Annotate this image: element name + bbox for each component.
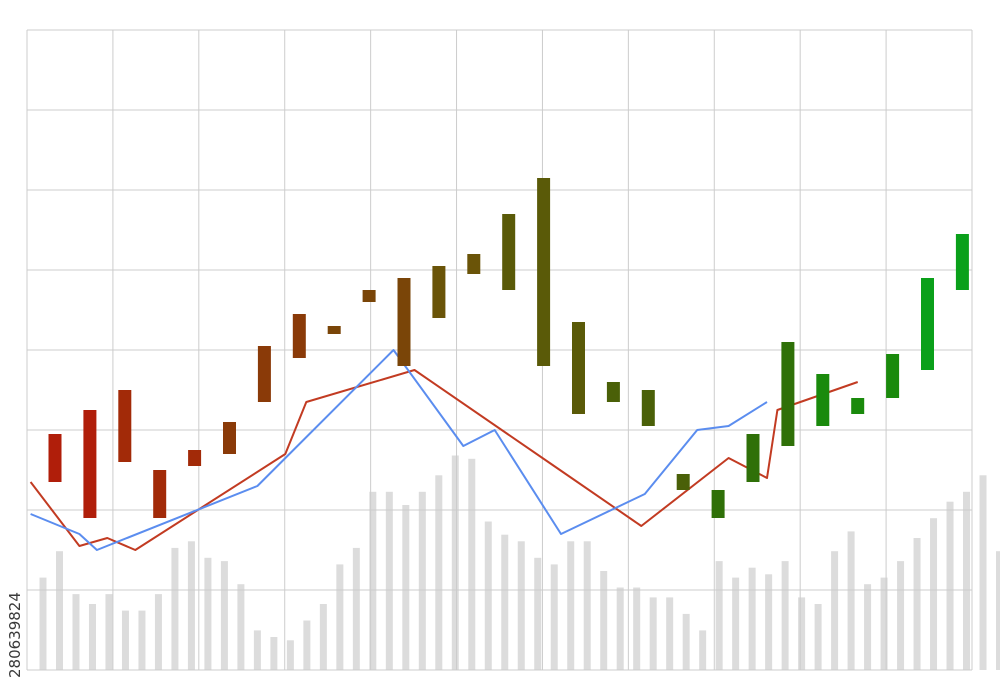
volume-bar <box>732 577 740 670</box>
volume-bar <box>451 455 459 670</box>
volume-bar <box>121 610 129 670</box>
volume-bar <box>600 571 608 670</box>
volume-bar <box>814 604 822 670</box>
volume-bar <box>682 613 690 670</box>
watermark-id: 280639824 <box>6 592 24 678</box>
candlestick <box>153 470 167 518</box>
volume-bar <box>633 587 641 670</box>
volume-bar <box>946 501 954 670</box>
candlestick <box>432 266 446 318</box>
candlestick <box>711 490 725 518</box>
volume-bars <box>39 455 1000 670</box>
volume-bar <box>72 594 80 670</box>
candlestick <box>223 422 236 454</box>
volume-bar <box>369 491 377 670</box>
volume-bar <box>105 594 113 670</box>
volume-bar <box>402 505 410 670</box>
candlestick <box>83 410 97 518</box>
candlestick <box>118 390 132 462</box>
volume-bar <box>963 491 971 670</box>
volume-bar <box>253 630 261 670</box>
volume-bar <box>204 557 212 670</box>
volume-bar <box>897 561 905 670</box>
volume-bar <box>336 564 344 670</box>
volume-bar <box>616 587 624 670</box>
candlestick <box>641 390 655 426</box>
series-line-1 <box>29 369 859 551</box>
volume-bar <box>583 541 591 670</box>
candlestick <box>327 326 341 334</box>
volume-bar <box>171 547 179 670</box>
volume-bar <box>55 551 63 670</box>
volume-bar <box>831 551 839 670</box>
volume-bar <box>847 531 855 670</box>
volume-bar <box>534 557 542 670</box>
volume-bar <box>484 521 492 670</box>
volume-bar <box>517 541 525 670</box>
candlestick <box>502 214 516 290</box>
moving-average-lines <box>29 349 859 551</box>
volume-bar <box>303 620 311 670</box>
candlestick <box>397 278 411 366</box>
volume-bar <box>385 491 393 670</box>
volume-bar <box>649 597 657 670</box>
volume-bar <box>781 561 789 670</box>
candlestick <box>48 434 62 482</box>
candlestick <box>292 314 306 358</box>
volume-bar <box>979 475 987 670</box>
candlestick <box>676 474 690 490</box>
grid <box>26 29 973 671</box>
volume-bar <box>39 577 47 670</box>
volume-bar <box>880 577 888 670</box>
volume-bar <box>930 518 938 670</box>
candlestick <box>851 398 865 414</box>
volume-bar <box>270 637 278 670</box>
volume-bar <box>138 610 146 670</box>
volume-bar <box>468 458 476 670</box>
candlestick <box>886 354 900 398</box>
volume-bar <box>715 561 723 670</box>
volume-bar <box>699 630 707 670</box>
candlestick <box>467 254 481 274</box>
volume-bar <box>996 551 1000 670</box>
volume-bar <box>501 534 509 670</box>
volume-bar <box>567 541 575 670</box>
volume-bar <box>88 604 96 670</box>
volume-bar <box>220 561 228 670</box>
volume-bar <box>798 597 806 670</box>
volume-bar <box>319 604 327 670</box>
candlestick <box>955 234 969 290</box>
volume-bar <box>187 541 195 670</box>
candlestick <box>816 374 830 426</box>
candlestick <box>537 178 551 366</box>
volume-bar <box>765 574 773 670</box>
volume-bar <box>748 567 756 670</box>
volume-bar <box>550 564 558 670</box>
candlesticks <box>48 178 969 518</box>
volume-bar <box>913 538 921 670</box>
candlestick <box>781 342 795 446</box>
volume-bar <box>864 584 872 670</box>
candlestick <box>746 434 760 482</box>
candlestick <box>572 322 585 414</box>
volume-bar <box>418 491 426 670</box>
volume-bar <box>154 594 162 670</box>
volume-bar <box>352 547 360 670</box>
series-line-2 <box>30 349 768 551</box>
candlestick <box>188 450 202 466</box>
candlestick <box>257 346 271 402</box>
candlestick <box>921 278 934 370</box>
volume-bar <box>435 475 443 670</box>
volume-bar <box>237 584 245 670</box>
volume-bar <box>666 597 674 670</box>
volume-bar <box>286 640 294 670</box>
candlestick <box>362 290 376 302</box>
candlestick <box>606 382 620 402</box>
